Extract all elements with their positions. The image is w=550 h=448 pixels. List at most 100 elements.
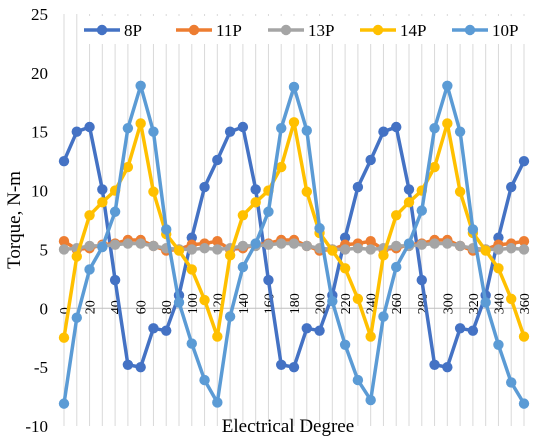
legend-marker	[280, 24, 292, 36]
data-point	[250, 184, 261, 195]
data-point	[84, 121, 95, 133]
y-tick-label: 10	[31, 182, 48, 201]
legend-label: 11P	[216, 21, 242, 40]
y-tick-label: 20	[31, 64, 48, 83]
data-point	[212, 235, 223, 247]
data-point	[391, 121, 402, 133]
data-point	[442, 238, 453, 249]
y-axis-title: Torque, N-m	[4, 171, 25, 269]
data-point	[301, 186, 312, 197]
data-point	[186, 264, 197, 275]
data-point	[276, 161, 287, 173]
y-tick-label: 5	[40, 240, 49, 259]
data-point	[109, 206, 121, 217]
data-point	[212, 244, 223, 255]
x-tick-label: 20	[84, 300, 99, 314]
data-point	[237, 240, 249, 252]
data-point	[352, 243, 364, 254]
legend-item: 11P	[176, 21, 242, 40]
y-tick-label: 15	[31, 123, 48, 142]
data-point	[199, 374, 210, 386]
data-point	[416, 274, 427, 286]
data-point	[442, 118, 453, 129]
data-point	[58, 235, 70, 247]
data-point	[327, 296, 338, 307]
data-point	[135, 80, 146, 92]
data-point	[378, 126, 389, 137]
data-point	[276, 122, 287, 134]
data-point	[148, 126, 159, 137]
data-point	[224, 126, 236, 137]
data-point	[71, 312, 82, 323]
data-point	[518, 155, 530, 167]
legend-label: 10P	[492, 21, 518, 40]
data-point	[301, 240, 312, 252]
data-point	[58, 398, 70, 409]
data-point	[237, 261, 249, 273]
data-point	[416, 205, 427, 216]
data-point	[339, 339, 351, 350]
data-point	[135, 238, 146, 249]
data-point	[352, 181, 364, 193]
x-tick-label: 100	[186, 293, 201, 314]
legend-marker	[464, 24, 476, 36]
x-tick-label: 260	[390, 293, 405, 314]
data-point	[454, 323, 466, 334]
data-point	[224, 311, 236, 322]
y-tick-label: -5	[34, 358, 48, 377]
data-point	[480, 297, 491, 308]
legend-marker	[372, 24, 384, 36]
data-point	[135, 361, 146, 373]
data-point	[148, 323, 159, 334]
data-point	[454, 240, 466, 252]
x-axis-ticks: 0 20 40 60 80 100 120 140 160 180 200 220 240 260 280 3…	[58, 293, 533, 314]
data-point	[327, 245, 338, 256]
data-point	[224, 250, 236, 261]
data-point	[237, 121, 249, 133]
data-point	[71, 251, 82, 262]
data-point	[161, 325, 172, 336]
data-point	[97, 184, 108, 195]
data-point	[212, 331, 223, 342]
legend-marker	[96, 24, 108, 36]
data-point	[84, 210, 95, 221]
x-tick-label: 0	[58, 307, 73, 314]
series-10P	[58, 80, 530, 409]
legend-label: 8P	[124, 21, 142, 40]
data-point	[301, 125, 312, 136]
y-tick-label: 0	[40, 299, 49, 318]
data-point	[365, 394, 376, 406]
data-point	[403, 197, 415, 208]
data-point	[186, 338, 197, 349]
data-point	[493, 263, 504, 274]
data-point	[250, 197, 261, 208]
data-point	[467, 224, 479, 235]
series-group	[58, 80, 530, 409]
x-tick-label: 340	[492, 293, 507, 314]
data-point	[276, 359, 287, 370]
data-point	[480, 245, 491, 256]
legend-item: 13P	[268, 21, 334, 40]
data-point	[391, 261, 402, 273]
data-point	[58, 244, 70, 255]
data-point	[173, 297, 185, 308]
data-point	[122, 238, 134, 249]
data-point	[288, 117, 300, 128]
data-point	[58, 155, 70, 167]
x-tick-label: 320	[467, 293, 482, 314]
data-point	[84, 240, 95, 252]
data-point	[506, 377, 517, 388]
data-point	[518, 235, 530, 247]
data-point	[365, 331, 376, 342]
data-point	[212, 154, 223, 166]
data-point	[518, 398, 530, 409]
data-point	[442, 80, 453, 92]
data-point	[352, 374, 364, 386]
data-point	[314, 325, 325, 336]
x-tick-label: 220	[339, 293, 354, 314]
data-point	[467, 325, 479, 336]
data-point	[212, 397, 223, 408]
data-point	[84, 264, 95, 275]
data-point	[352, 293, 364, 305]
data-point	[237, 210, 249, 221]
